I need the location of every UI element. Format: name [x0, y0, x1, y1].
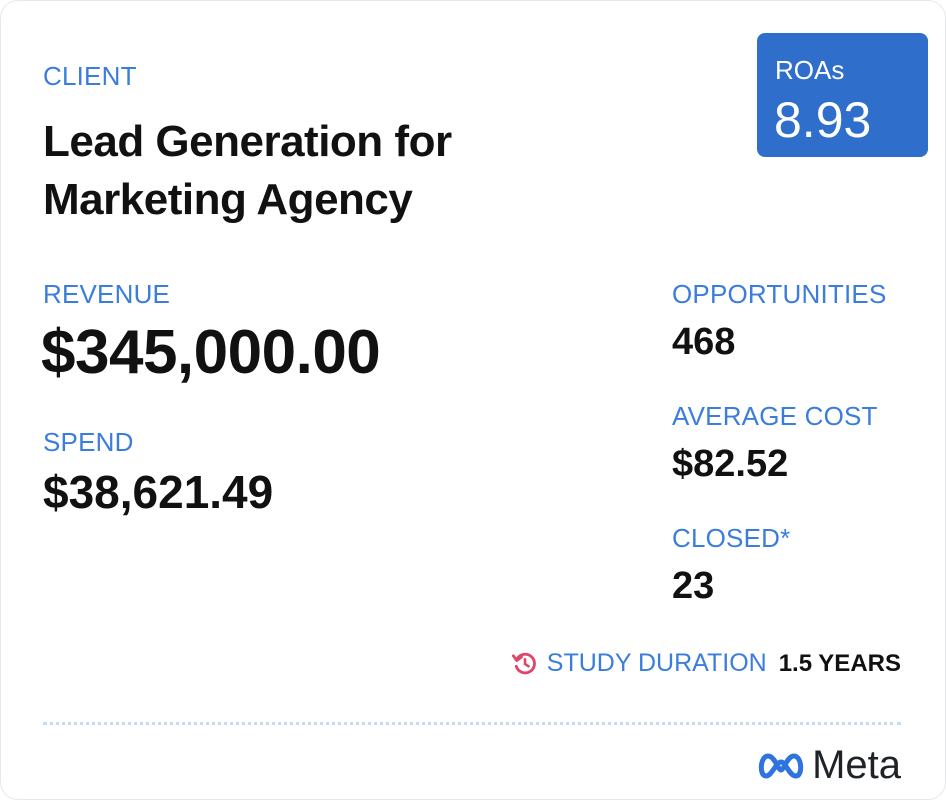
roas-value: 8.93 — [774, 92, 872, 148]
revenue-value: $345,000.00 — [41, 318, 381, 387]
meta-logo-text: Meta — [812, 743, 901, 787]
closed-value: 23 — [672, 565, 715, 607]
average-cost-value: $82.52 — [672, 443, 789, 485]
history-icon — [511, 652, 536, 674]
closed-label: CLOSED* — [672, 523, 791, 553]
divider — [43, 722, 901, 725]
opportunities-label: OPPORTUNITIES — [672, 279, 887, 309]
case-title: Lead Generation for Marketing Agency — [43, 117, 452, 224]
study-duration-label: STUDY DURATION — [546, 649, 767, 677]
roas-label: ROAs — [775, 55, 845, 85]
spend-label: SPEND — [43, 427, 134, 457]
study-duration: STUDY DURATION 1.5 YEARS — [511, 649, 901, 678]
spend-value: $38,621.49 — [43, 466, 274, 518]
roas-badge: ROAs 8.93 — [757, 33, 928, 157]
meta-infinity-icon — [758, 753, 804, 778]
average-cost-label: AVERAGE COST — [672, 401, 878, 431]
revenue-label: REVENUE — [43, 279, 171, 309]
meta-logo: Meta — [756, 743, 901, 788]
client-label: CLIENT — [43, 61, 137, 91]
study-duration-value: 1.5 YEARS — [778, 649, 901, 677]
opportunities-value: 468 — [672, 321, 736, 363]
